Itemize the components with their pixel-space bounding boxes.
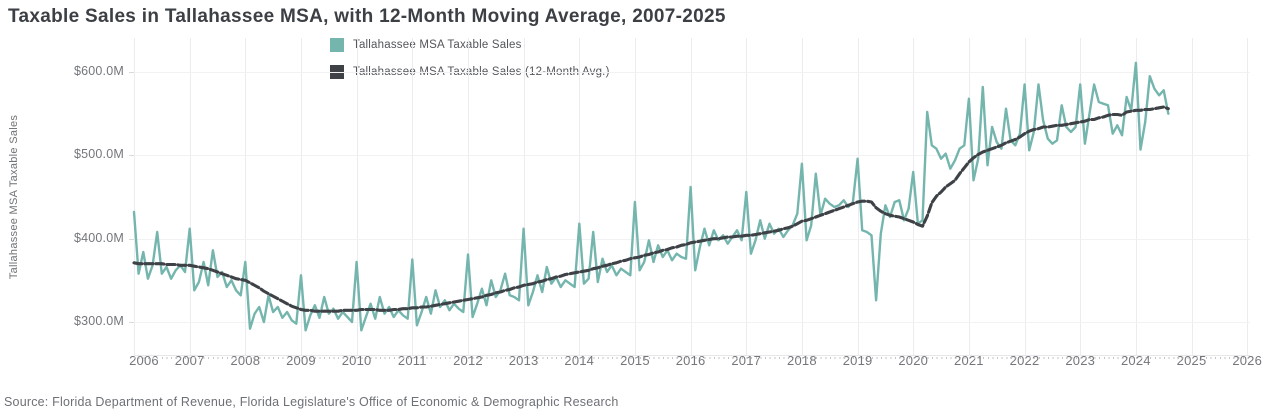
gridline-year-2014 [579, 38, 581, 356]
gridline-year-2022 [1024, 38, 1026, 356]
gridline-year-2024 [1135, 38, 1137, 356]
y-tick-label-300: $300.0M [73, 313, 124, 328]
legend-label-taxable-sales: Tallahassee MSA Taxable Sales [353, 38, 522, 51]
gridline-year-2012 [467, 38, 469, 356]
gridline-year-2013 [523, 38, 525, 356]
y-tick-mark-600 [129, 72, 134, 73]
legend: Tallahassee MSA Taxable Sales Tallahasse… [330, 37, 610, 91]
gridline-value-500 [134, 155, 1250, 157]
y-tick-mark-400 [129, 238, 134, 240]
y-tick-mark-500 [129, 155, 134, 157]
gridline-year-2007 [189, 38, 191, 356]
x-axis-baseline [134, 355, 1250, 360]
legend-label-moving-avg: Tallahassee MSA Taxable Sales (12-Month … [353, 65, 610, 78]
gridline-year-2026 [1247, 38, 1249, 356]
y-tick-label-500: $500.0M [73, 147, 124, 162]
gridline-year-2015 [634, 38, 636, 356]
gridline-year-2011 [412, 38, 414, 356]
gridline-value-400 [134, 238, 1250, 240]
gridline-year-2010 [356, 38, 358, 356]
line-taxable-sales [132, 61, 1170, 332]
gridline-year-2023 [1080, 38, 1082, 356]
legend-swatch-teal-icon [330, 37, 344, 52]
gridline-year-2019 [857, 38, 859, 356]
legend-swatch-dark-icon [330, 64, 344, 79]
gridline-year-2025 [1191, 38, 1193, 356]
gridline-year-2018 [801, 38, 803, 356]
y-tick-label-600: $600.0M [73, 64, 124, 78]
y-tick-label-400: $400.0M [73, 230, 124, 245]
gridline-year-2021 [968, 38, 970, 356]
chart-title: Taxable Sales in Tallahassee MSA, with 1… [8, 6, 726, 27]
gridline-value-600 [134, 72, 1250, 73]
legend-item-taxable-sales[interactable]: Tallahassee MSA Taxable Sales [330, 37, 610, 52]
legend-item-moving-avg[interactable]: Tallahassee MSA Taxable Sales (12-Month … [330, 64, 610, 79]
y-tick-mark-300 [129, 321, 134, 323]
gridline-year-2008 [245, 38, 247, 356]
line-moving-average [132, 105, 1170, 313]
gridline-year-2006 [134, 38, 135, 356]
gridline-year-2020 [913, 38, 915, 356]
source-note: Source: Florida Department of Revenue, F… [4, 395, 619, 409]
gridline-year-2009 [300, 38, 302, 356]
gridline-value-300 [134, 321, 1250, 323]
